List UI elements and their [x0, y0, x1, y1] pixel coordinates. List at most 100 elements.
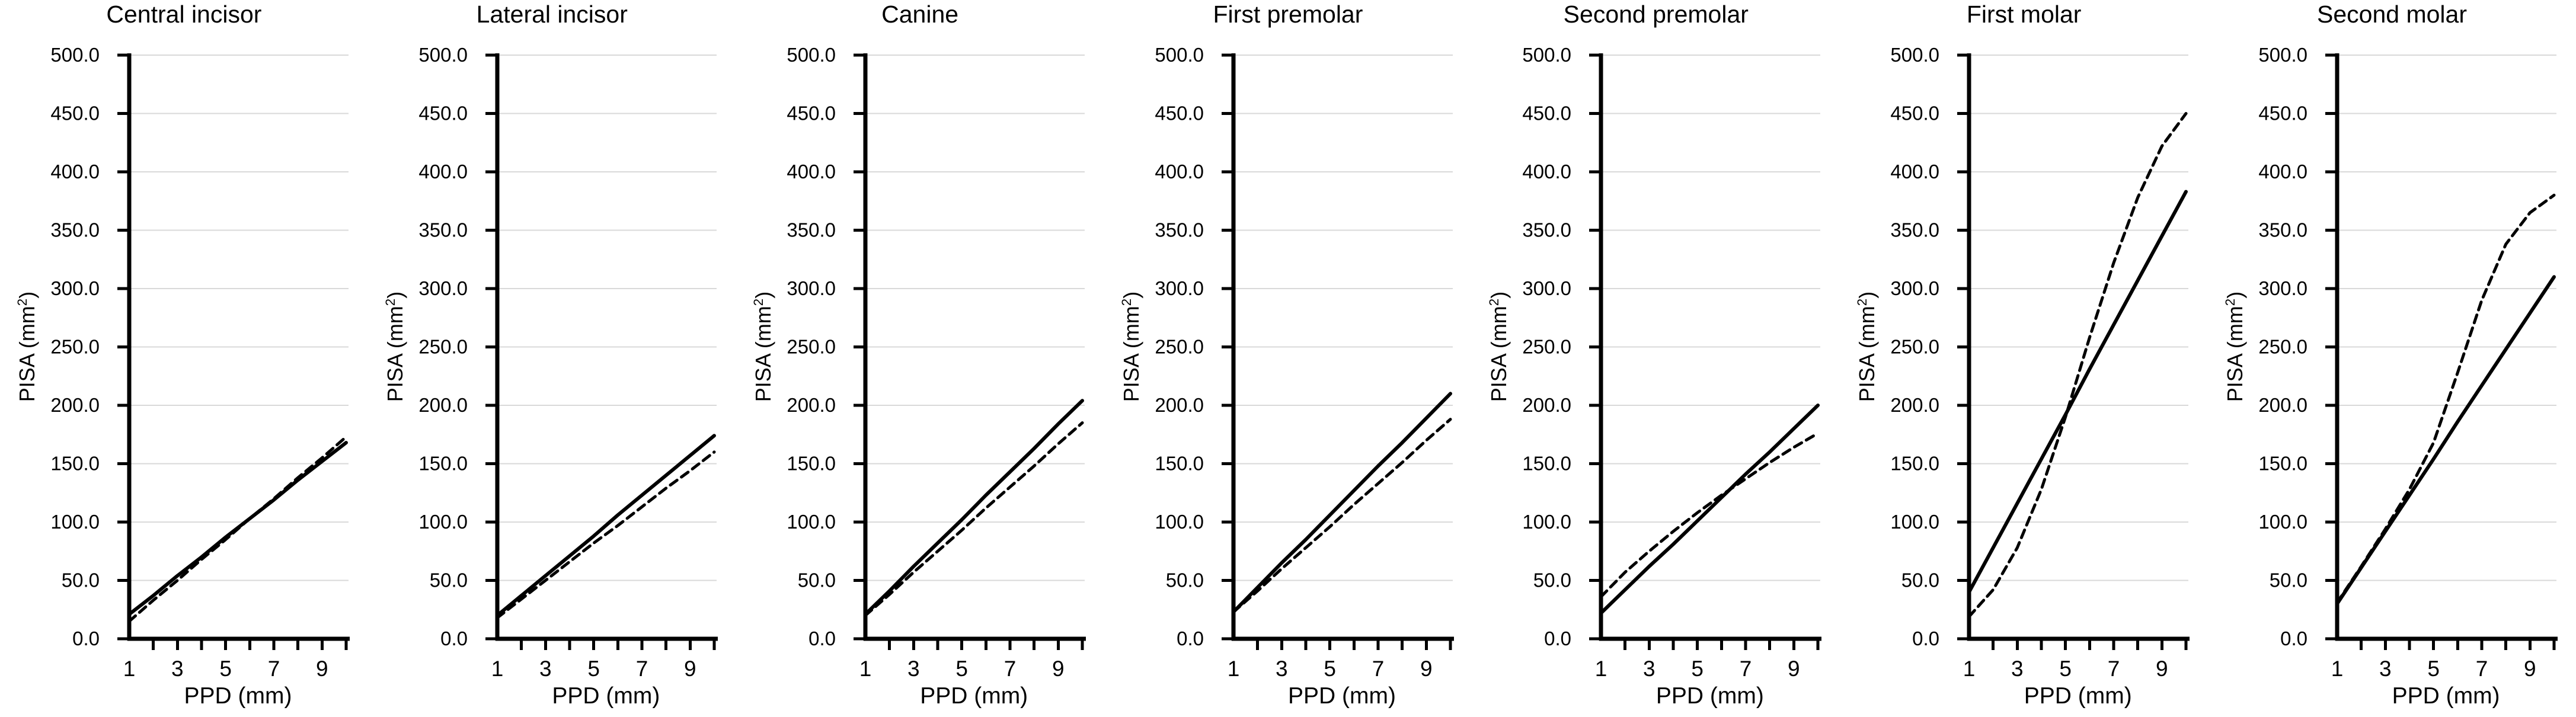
y-tick-label: 350.0 [1523, 219, 1572, 241]
y-tick-label: 200.0 [418, 394, 468, 416]
x-tick-label: 7 [2108, 657, 2120, 681]
y-tick-label: 400.0 [50, 161, 100, 183]
y-tick-label: 50.0 [430, 569, 468, 591]
y-tick-label: 450.0 [787, 103, 836, 124]
y-tick-label: 0.0 [1912, 628, 1939, 649]
x-tick-label: 7 [1372, 657, 1384, 681]
y-tick-label: 50.0 [797, 569, 835, 591]
chart-title: Second molar [2317, 1, 2467, 28]
solid-series-line [863, 399, 1084, 616]
y-tick-label: 400.0 [1891, 161, 1940, 183]
x-tick-label: 1 [123, 657, 136, 681]
y-tick-label: 400.0 [2258, 161, 2307, 183]
x-tick-label: 7 [1003, 657, 1016, 681]
x-tick-label: 7 [636, 657, 648, 681]
y-tick-label: 200.0 [1523, 394, 1572, 416]
x-tick-label: 7 [268, 657, 280, 681]
x-tick-label: 1 [491, 657, 504, 681]
x-tick-label: 1 [2331, 657, 2344, 681]
chart-plot: 0.0 50.0 100.0 150.0 200.0 250.0 300.0 350.0 400… [2258, 44, 2558, 681]
y-tick-label: 350.0 [1891, 219, 1940, 241]
y-tick-label: 250.0 [50, 336, 100, 358]
y-tick-label: 250.0 [787, 336, 836, 358]
x-axis-title: PPD (mm) [184, 683, 292, 709]
x-tick-label: 3 [2379, 657, 2392, 681]
y-tick-label: 200.0 [2258, 394, 2307, 416]
chart-plot: 0.0 50.0 100.0 150.0 200.0 250.0 300.0 350.0 400… [1891, 44, 2190, 681]
chart-title: First premolar [1213, 1, 1363, 28]
dashed-series-line [1967, 112, 2188, 619]
chart-panel-central-incisor: Central incisor PISA (mm2) 0.0 50.0 100.0 1… [0, 0, 368, 717]
x-axis-title: PPD (mm) [2024, 683, 2132, 709]
x-tick-label: 3 [2011, 657, 2024, 681]
y-tick-label: 200.0 [1891, 394, 1940, 416]
x-tick-label: 5 [1324, 657, 1336, 681]
x-tick-label: 9 [684, 657, 696, 681]
y-tick-label: 350.0 [2258, 219, 2307, 241]
solid-series-line [2335, 275, 2556, 606]
y-tick-label: 500.0 [50, 44, 100, 66]
y-tick-label: 350.0 [50, 219, 100, 241]
y-tick-label: 100.0 [2258, 511, 2307, 533]
y-tick-label: 50.0 [1165, 569, 1203, 591]
y-tick-label: 150.0 [2258, 453, 2307, 475]
y-tick-label: 250.0 [1523, 336, 1572, 358]
y-tick-label: 0.0 [72, 628, 100, 649]
chart-panel-second-molar: Second molar PISA (mm2) 0.0 50.0 100.0 150.… [2208, 0, 2576, 717]
x-tick-label: 9 [1420, 657, 1433, 681]
chart-title: Lateral incisor [476, 1, 628, 28]
x-axis-title: PPD (mm) [1655, 683, 1764, 709]
y-tick-label: 0.0 [2280, 628, 2307, 649]
y-tick-label: 450.0 [1891, 103, 1940, 124]
chart-title: Second premolar [1563, 1, 1749, 28]
solid-series-line [1967, 190, 2188, 594]
y-tick-label: 350.0 [787, 219, 836, 241]
y-tick-label: 250.0 [2258, 336, 2307, 358]
x-tick-label: 9 [1052, 657, 1065, 681]
chart-title: Canine [881, 1, 959, 28]
x-tick-label: 3 [1276, 657, 1288, 681]
y-tick-label: 300.0 [418, 277, 468, 299]
y-tick-label: 150.0 [50, 453, 100, 475]
x-axis-title: PPD (mm) [1288, 683, 1396, 709]
chart-plot: 0.0 50.0 100.0 150.0 200.0 250.0 300.0 350.0 400… [418, 44, 718, 681]
y-tick-label: 100.0 [787, 511, 836, 533]
y-tick-label: 50.0 [1901, 569, 1939, 591]
x-tick-label: 9 [2156, 657, 2168, 681]
y-tick-label: 300.0 [1891, 277, 1940, 299]
y-tick-label: 100.0 [1155, 511, 1204, 533]
y-tick-label: 200.0 [50, 394, 100, 416]
x-tick-label: 5 [2427, 657, 2440, 681]
y-tick-label: 200.0 [1155, 394, 1204, 416]
y-tick-label: 100.0 [1891, 511, 1940, 533]
dashed-series-line [2335, 193, 2556, 604]
y-tick-label: 250.0 [1155, 336, 1204, 358]
y-tick-label: 100.0 [50, 511, 100, 533]
dashed-series-line [127, 435, 348, 623]
chart-panel-second-premolar: Second premolar PISA (mm2) 0.0 50.0 100.0 1… [1472, 0, 1840, 717]
x-tick-label: 9 [2524, 657, 2536, 681]
y-tick-label: 150.0 [418, 453, 468, 475]
chart-title: Central incisor [106, 1, 262, 28]
y-tick-label: 150.0 [787, 453, 836, 475]
dashed-series-line [496, 450, 716, 620]
x-tick-label: 5 [219, 657, 232, 681]
y-tick-label: 500.0 [1891, 44, 1940, 66]
x-tick-label: 7 [2476, 657, 2488, 681]
x-tick-label: 3 [907, 657, 920, 681]
y-tick-label: 400.0 [1155, 161, 1204, 183]
y-tick-label: 350.0 [1155, 219, 1204, 241]
y-tick-label: 0.0 [1177, 628, 1204, 649]
y-tick-label: 250.0 [1891, 336, 1940, 358]
y-tick-label: 500.0 [2258, 44, 2307, 66]
chart-plot: 0.0 50.0 100.0 150.0 200.0 250.0 300.0 350.0 400… [50, 44, 350, 681]
y-tick-label: 150.0 [1155, 453, 1204, 475]
chart-plot: 0.0 50.0 100.0 150.0 200.0 250.0 300.0 350.0 400… [1523, 44, 1822, 681]
y-tick-label: 200.0 [787, 394, 836, 416]
y-tick-label: 100.0 [1523, 511, 1572, 533]
x-tick-label: 3 [1643, 657, 1655, 681]
y-tick-label: 300.0 [1523, 277, 1572, 299]
y-tick-label: 50.0 [2270, 569, 2307, 591]
x-axis-title: PPD (mm) [920, 683, 1028, 709]
